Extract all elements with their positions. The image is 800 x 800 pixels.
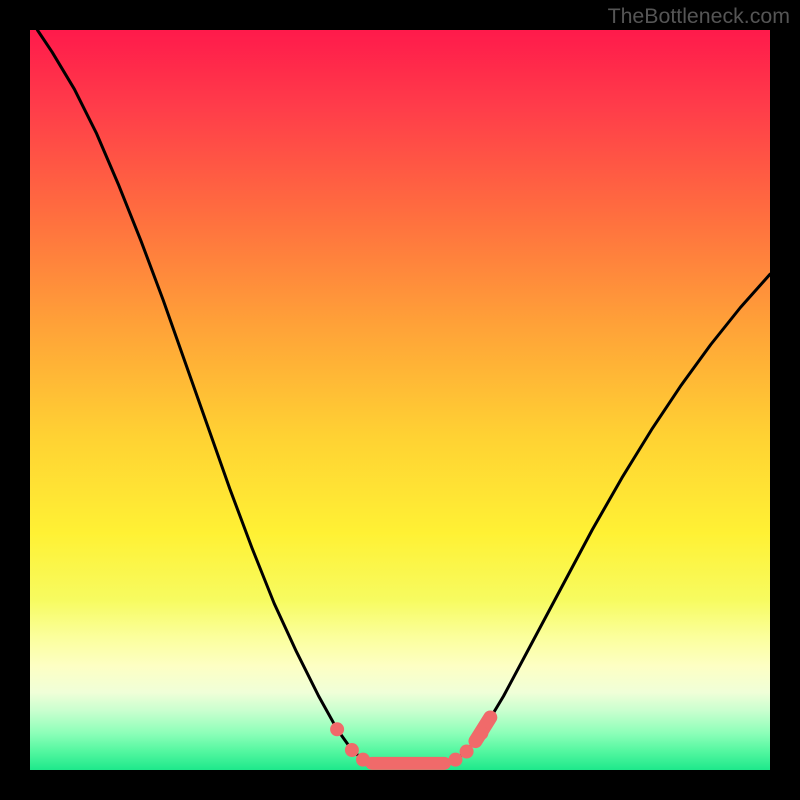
curve-marker: [330, 722, 344, 736]
curve-marker: [460, 745, 474, 759]
plateau-marker-bar: [365, 757, 451, 770]
curve-marker: [356, 753, 370, 767]
curve-marker: [345, 743, 359, 757]
bottleneck-curve-chart: [0, 0, 800, 800]
curve-marker: [474, 726, 488, 740]
plot-background-top: [30, 30, 770, 770]
chart-root: TheBottleneck.com: [0, 0, 800, 800]
